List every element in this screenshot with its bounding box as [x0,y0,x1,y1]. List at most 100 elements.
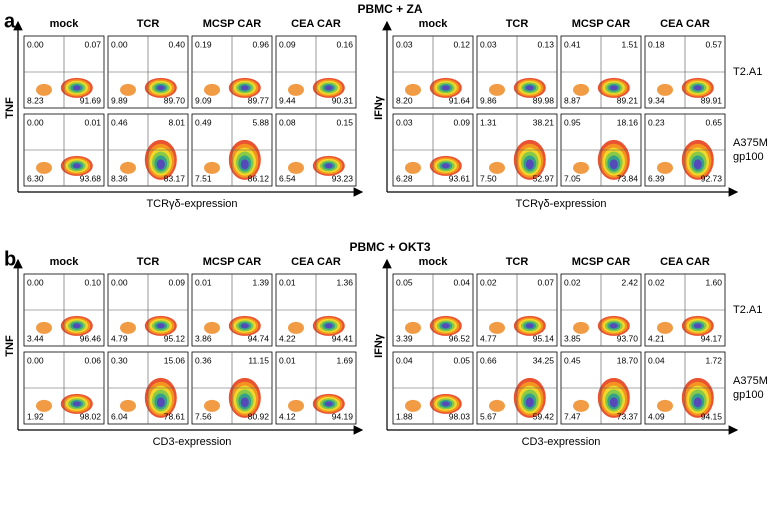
flow-plot: 0.00 0.07 8.23 91.69 [23,35,105,109]
quadrant-value: 34.25 [533,355,555,365]
density-blob [324,323,333,329]
column-header: CEA CAR [660,256,710,268]
quadrant-value: 0.02 [480,277,497,287]
density-blob [657,161,673,174]
quadrant-value: 0.08 [279,117,296,127]
quadrant-value: 0.00 [111,277,128,287]
y-axis-label: IFNγ [373,333,385,358]
quadrant-value: 59.42 [533,411,555,421]
density-blob [489,399,505,412]
density-blob [288,83,304,96]
density-blob [324,163,333,169]
panel-title: PBMC + ZA [357,2,422,16]
quadrant-value: 4.22 [279,333,296,343]
density-blob [204,161,220,174]
quadrant-value: 1.39 [252,277,269,287]
row-label: T2.A1 [733,304,762,316]
flow-plot: 0.01 1.36 4.22 94.41 [275,273,357,347]
quadrant-value: 0.03 [396,39,413,49]
density-blob [240,323,249,329]
quadrant-value: 3.86 [195,333,212,343]
quadrant-value: 0.46 [111,117,128,127]
quadrant-value: 0.05 [453,355,470,365]
density-blob [525,85,534,91]
quadrant-value: 0.04 [396,355,413,365]
quadrant-value: 15.06 [164,355,186,365]
density-blob [72,323,81,329]
density-blob [204,83,220,96]
quadrant-value: 94.19 [332,411,354,421]
panel-letter: a [4,10,16,32]
quadrant-value: 0.03 [396,117,413,127]
density-blob [525,323,534,329]
density-blob [573,161,589,174]
quadrant-value: 0.96 [252,39,269,49]
density-blob [156,397,165,408]
density-blob [120,399,136,412]
quadrant-value: 1.31 [480,117,497,127]
quadrant-value: 5.88 [252,117,269,127]
quadrant-value: 80.92 [248,411,270,421]
quadrant-value: 0.01 [279,277,296,287]
x-axis-label: TCRγδ-expression [515,198,606,210]
density-blob [204,399,220,412]
quadrant-value: 2.42 [621,277,638,287]
density-blob [240,85,249,91]
quadrant-value: 0.10 [84,277,101,287]
quadrant-value: 90.31 [332,95,354,105]
quadrant-value: 6.39 [648,173,665,183]
flow-plot: 0.00 0.40 9.89 89.70 [107,35,189,109]
quadrant-value: 0.45 [564,355,581,365]
flow-plot: 0.23 0.65 6.39 92.73 [644,113,726,187]
quadrant-value: 0.00 [27,39,44,49]
quadrant-value: 9.09 [195,95,212,105]
quadrant-value: 0.05 [396,277,413,287]
quadrant-value: 0.66 [480,355,497,365]
column-header: CEA CAR [291,256,341,268]
y-axis-label: TNF [4,97,16,119]
quadrant-value: 3.39 [396,333,413,343]
density-blob [72,85,81,91]
quadrant-value: 18.16 [617,117,639,127]
quadrant-value: 0.00 [27,117,44,127]
density-blob [441,85,450,91]
flow-plot: 0.03 0.09 6.28 93.61 [392,113,474,187]
quadrant-value: 86.12 [248,173,270,183]
quadrant-value: 94.41 [332,333,354,343]
quadrant-value: 0.95 [564,117,581,127]
density-blob [324,401,333,407]
quadrant-value: 0.04 [453,277,470,287]
quadrant-value: 91.64 [449,95,471,105]
density-blob [525,159,534,170]
flow-plot: 0.18 0.57 9.34 89.91 [644,35,726,109]
quadrant-value: 1.69 [336,355,353,365]
flow-plot: 0.19 0.96 9.09 89.77 [191,35,273,109]
quadrant-value: 6.04 [111,411,128,421]
quadrant-value: 98.03 [449,411,471,421]
quadrant-value: 8.23 [27,95,44,105]
quadrant-value: 9.34 [648,95,665,105]
quadrant-value: 0.02 [648,277,665,287]
quadrant-value: 1.92 [27,411,44,421]
quadrant-value: 0.41 [564,39,581,49]
quadrant-value: 9.89 [111,95,128,105]
quadrant-value: 1.88 [396,411,413,421]
density-blob [36,321,52,334]
flow-plot: 0.03 0.12 8.20 91.64 [392,35,474,109]
flow-plot: 0.02 1.60 4.21 94.17 [644,273,726,347]
quadrant-value: 93.23 [332,173,354,183]
quadrant-value: 89.70 [164,95,186,105]
column-header: TCR [506,18,529,30]
quadrant-value: 11.15 [248,355,269,365]
column-header: MCSP CAR [203,256,262,268]
quadrant-value: 6.54 [279,173,296,183]
quadrant-value: 6.30 [27,173,44,183]
quadrant-value: 4.21 [648,333,665,343]
quadrant-value: 7.05 [564,173,581,183]
flow-plot: 0.36 11.15 7.56 80.92 [191,351,273,425]
panel-title: PBMC + OKT3 [349,240,430,254]
quadrant-value: 1.72 [705,355,722,365]
flow-plot: 0.00 0.01 6.30 93.68 [23,113,105,187]
quadrant-value: 96.46 [80,333,102,343]
density-blob [609,159,618,170]
